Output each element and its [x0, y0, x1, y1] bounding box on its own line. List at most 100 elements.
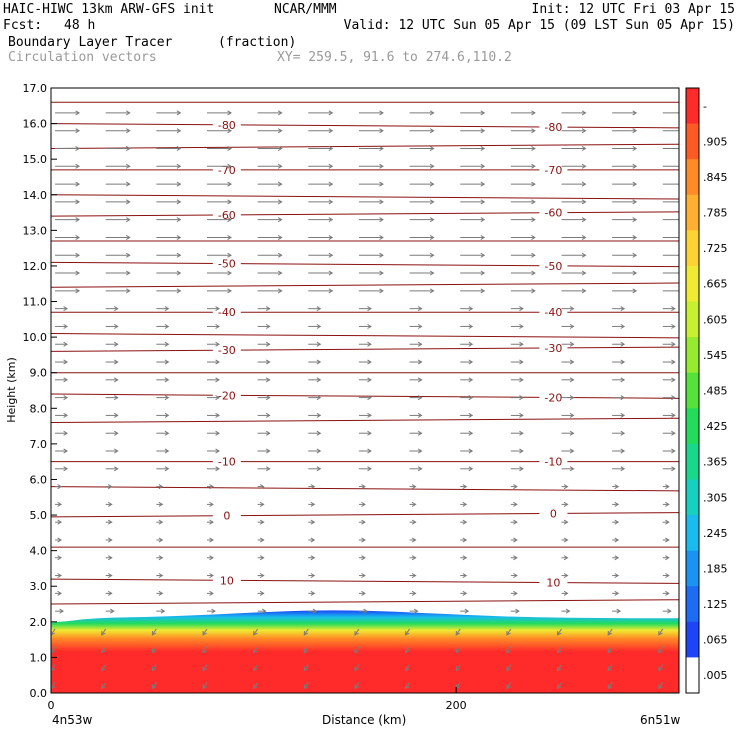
- circulation-vector-head: [265, 448, 271, 454]
- contour-label-bg: [539, 306, 568, 319]
- circulation-vector-head: [361, 484, 366, 490]
- colorbar: - .905 .845 .785 .725 .665 .605 .545 .485 .425 .36…: [685, 87, 728, 694]
- y-tick-label: 8.0: [30, 402, 48, 415]
- circulation-vector-head: [563, 537, 569, 543]
- circulation-vector-head: [480, 128, 486, 134]
- colorbar-frame: [685, 87, 700, 694]
- circulation-vector-head: [265, 306, 271, 312]
- circulation-vector: [202, 646, 208, 654]
- circulation-vector-head: [462, 537, 468, 543]
- circulation-vector-head: [227, 146, 232, 151]
- contour-label-bg: [212, 344, 241, 357]
- circulation-vector-head: [563, 484, 569, 490]
- circulation-vector-head: [316, 341, 322, 347]
- contour-label-bg: [539, 391, 568, 404]
- boundary-layer-tracer-field: [51, 610, 679, 693]
- circulation-vector-head: [164, 359, 170, 365]
- colorbar-swatch: [686, 337, 699, 374]
- endpoint-right: 6n51w: [640, 713, 681, 727]
- circulation-vector-head: [316, 359, 322, 365]
- circulation-vector-head: [202, 648, 207, 654]
- circulation-vector-head: [513, 555, 518, 561]
- circulation-vector-head: [468, 395, 474, 401]
- circulation-vector-head: [417, 377, 423, 383]
- circulation-vector-head: [310, 519, 316, 525]
- circulation-vector-head: [531, 163, 536, 169]
- circulation-vector-head: [411, 501, 417, 507]
- circulation-vector-head: [569, 430, 575, 436]
- circulation-vector: [506, 664, 512, 671]
- circulation-vector-head: [480, 181, 486, 187]
- circulation-vector: [101, 628, 107, 636]
- circulation-vector-head: [63, 430, 69, 436]
- circulation-vector: [303, 664, 309, 671]
- circulation-vector-head: [176, 288, 182, 294]
- circulation-vector-head: [215, 341, 220, 347]
- circulation-vector-head: [176, 199, 182, 205]
- contour-label: -40: [218, 306, 236, 319]
- circulation-vector-head: [164, 412, 170, 418]
- circulation-vector-head: [455, 648, 461, 654]
- colorbar-swatch: [686, 159, 699, 196]
- colorbar-swatch: [686, 230, 699, 267]
- circulation-vector-head: [75, 199, 81, 205]
- circulation-vector-head: [316, 395, 322, 401]
- circulation-vector-head: [671, 377, 676, 383]
- circulation-vector-head: [316, 323, 322, 329]
- circulation-vector: [405, 664, 410, 671]
- circulation-vector-head: [158, 555, 164, 561]
- colorbar-swatch: [686, 194, 699, 231]
- contour-label: -70: [218, 164, 236, 177]
- circulation-vector-head: [367, 448, 372, 454]
- circulation-vector-head: [227, 110, 232, 116]
- circulation-vector-head: [265, 412, 271, 418]
- circulation-vector-head: [620, 341, 626, 347]
- circulation-vector-head: [531, 128, 536, 134]
- contour-label-bg: [212, 389, 241, 402]
- circulation-vector: [506, 646, 512, 654]
- circulation-vector-head: [614, 555, 620, 561]
- circulation-vector-head: [367, 395, 372, 401]
- colorbar-label: .905: [703, 135, 728, 148]
- circulation-vector-head: [411, 555, 417, 561]
- y-tick-label: 10.0: [23, 331, 48, 344]
- circulation-vector-head: [211, 608, 216, 614]
- circulation-vector-head: [519, 341, 524, 347]
- circulation-vector-head: [367, 359, 372, 365]
- circulation-vector-head: [108, 519, 113, 525]
- circulation-vector-head: [164, 448, 170, 454]
- circulation-vector-head: [265, 395, 271, 401]
- circulation-vector-head: [569, 395, 575, 401]
- contour-label-bg: [212, 257, 241, 270]
- circulation-vector-head: [671, 341, 676, 347]
- circulation-vector-head: [265, 430, 271, 436]
- circulation-vector-head: [328, 181, 334, 187]
- circulation-vector-head: [671, 466, 676, 472]
- circulation-vector-head: [164, 306, 170, 312]
- circulation-vector-head: [303, 666, 309, 672]
- circulation-vector: [253, 628, 259, 636]
- circulation-vector-head: [164, 430, 170, 436]
- contour-label-bg: [212, 118, 241, 131]
- circulation-vector-head: [462, 573, 468, 579]
- circulation-vector-head: [417, 412, 423, 418]
- circulation-vector-head: [316, 412, 322, 418]
- isotherm-line: [51, 512, 679, 518]
- contour-label: -10: [218, 456, 236, 469]
- circulation-vector-head: [464, 608, 470, 614]
- circulation-vector-head: [363, 608, 368, 614]
- endpoint-left: 4n53w: [52, 713, 93, 727]
- circulation-vector: [354, 646, 360, 654]
- circulation-vector-head: [63, 448, 69, 454]
- circulation-vector-head: [665, 484, 670, 490]
- circulation-vector-head: [126, 288, 131, 294]
- circulation-vector-head: [581, 128, 587, 134]
- circulation-vector-head: [316, 430, 322, 436]
- circulation-vector-head: [429, 146, 435, 151]
- circulation-vector-head: [379, 128, 384, 134]
- circulation-vector-head: [57, 573, 63, 579]
- isotherm-line: [51, 194, 679, 200]
- circulation-vector-head: [563, 555, 569, 561]
- field-units: (fraction): [218, 35, 297, 50]
- circulation-vector-head: [519, 306, 524, 312]
